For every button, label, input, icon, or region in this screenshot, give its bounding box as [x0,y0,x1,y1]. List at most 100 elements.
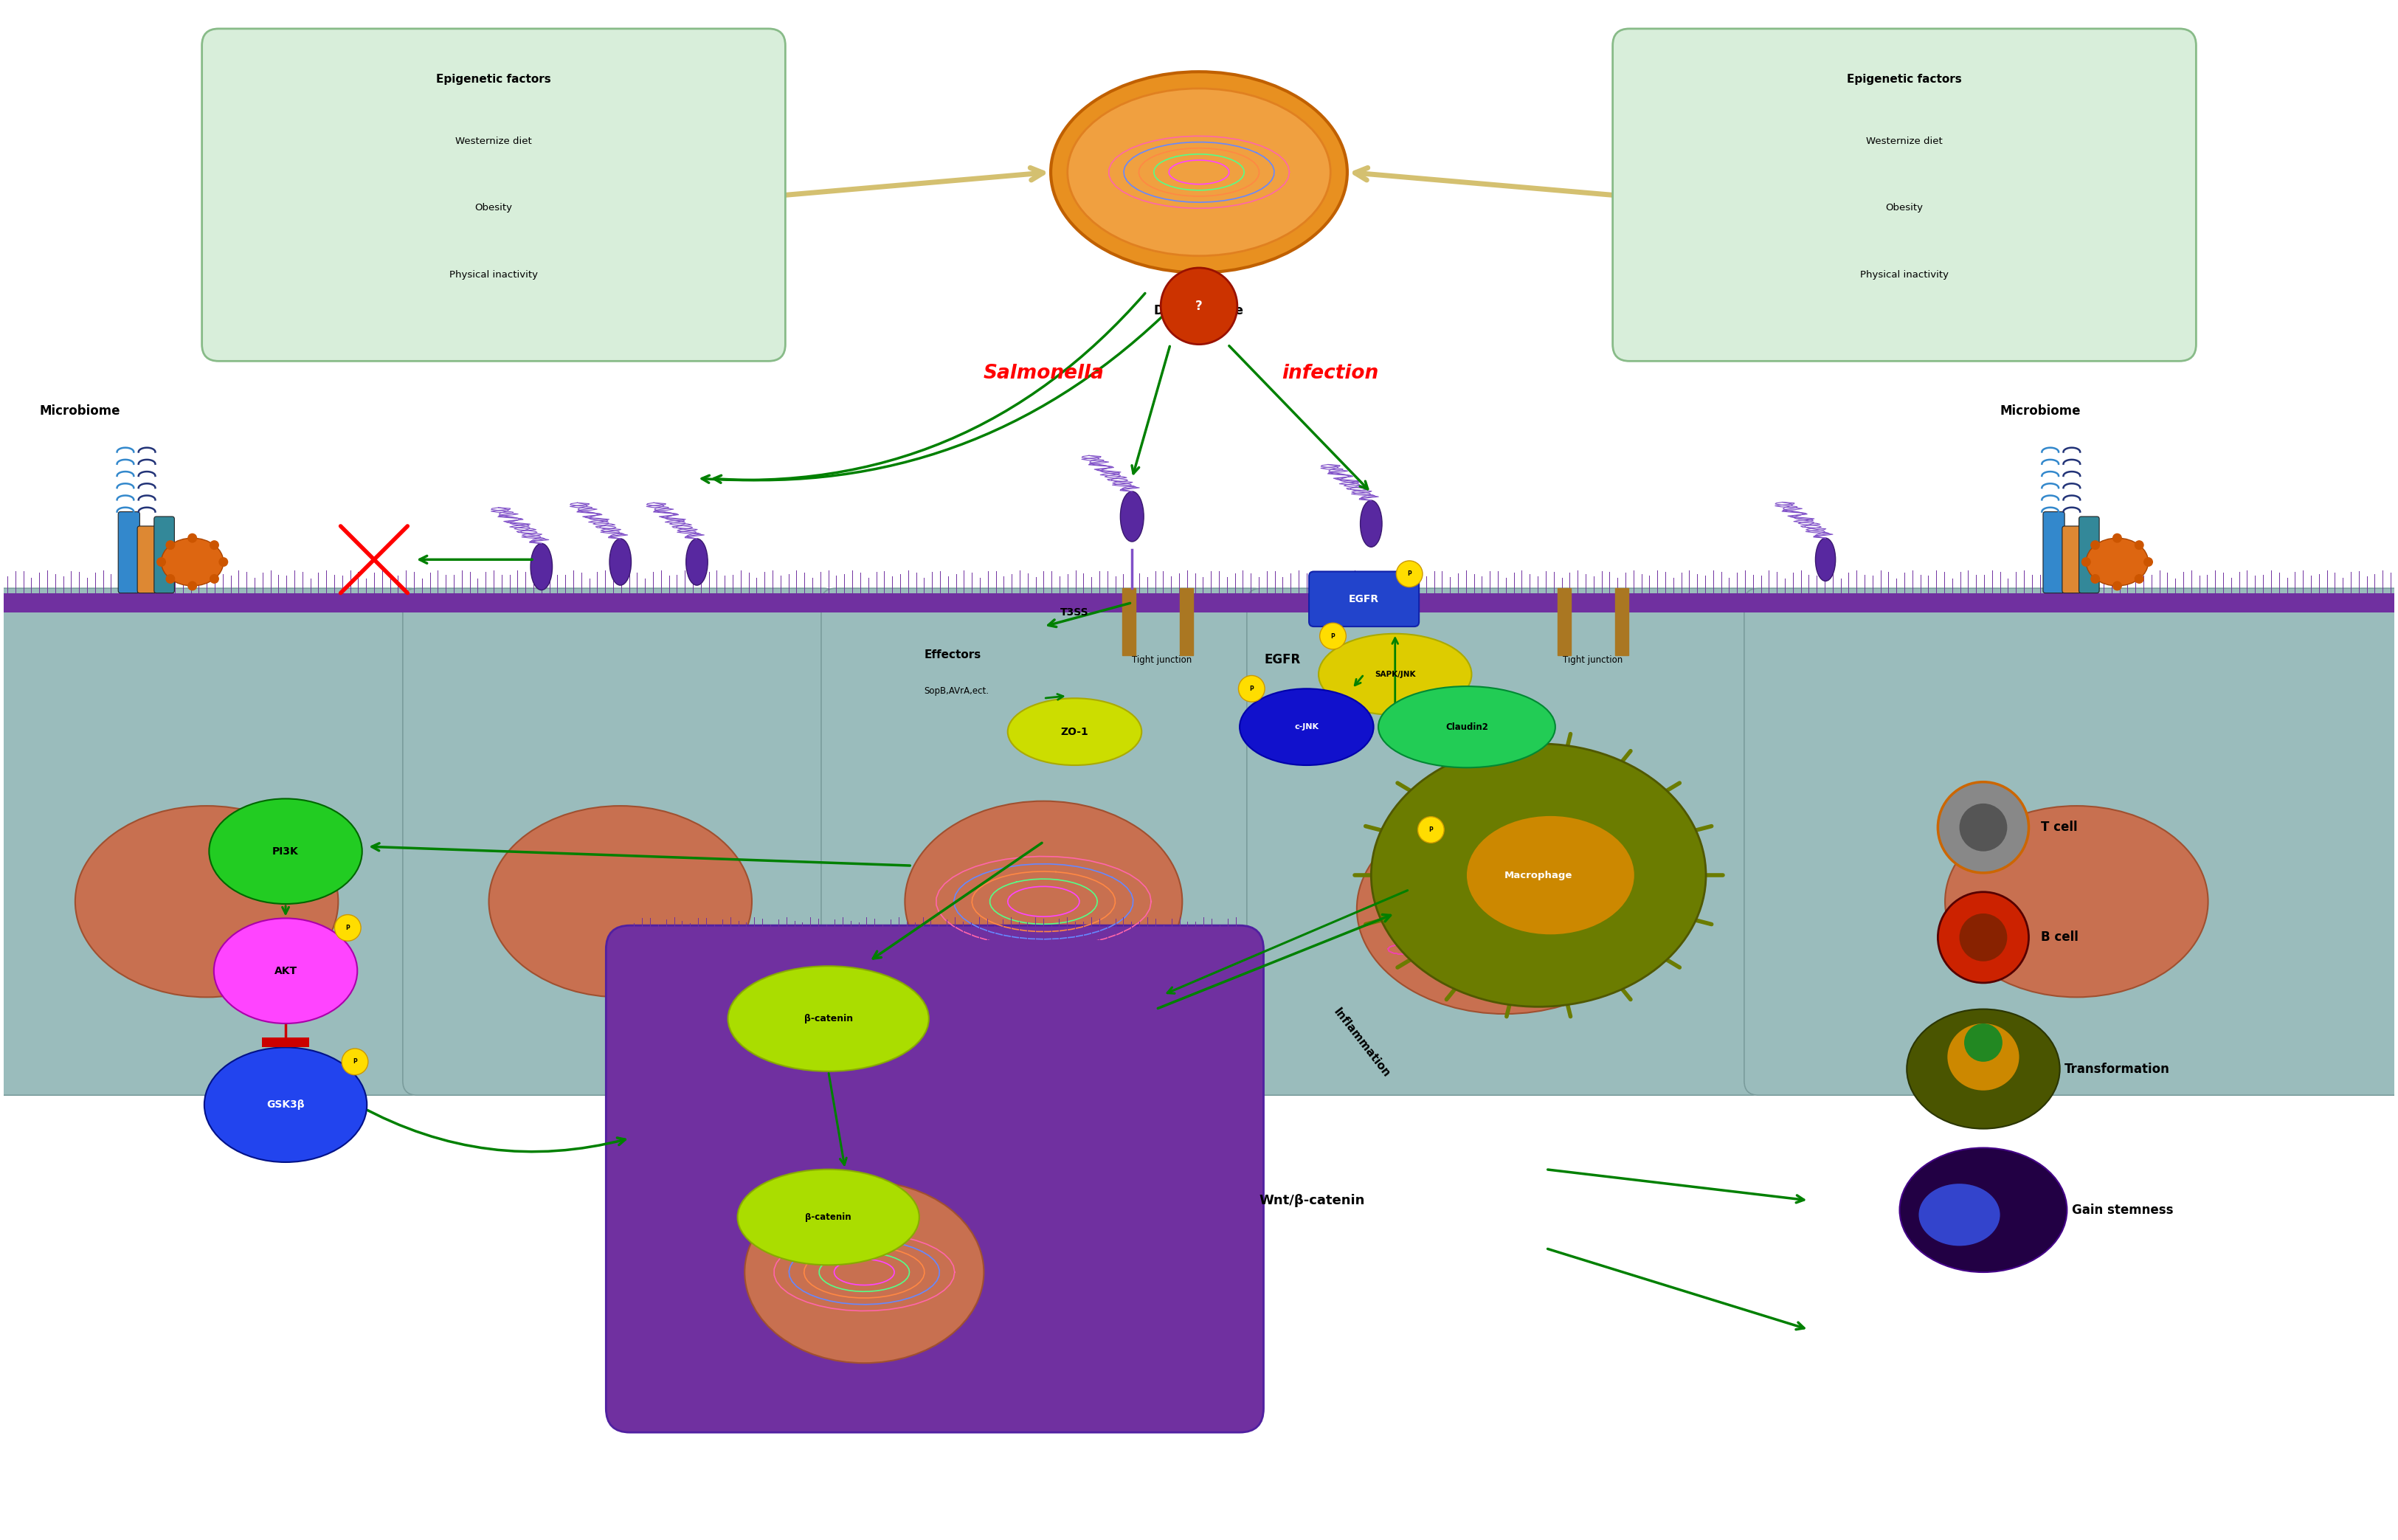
Text: Obesity: Obesity [1885,203,1923,213]
Circle shape [1319,624,1345,650]
Ellipse shape [1360,500,1381,547]
Circle shape [2091,541,2101,550]
Text: β-catenin: β-catenin [803,1013,854,1024]
FancyBboxPatch shape [2079,516,2098,593]
Ellipse shape [1938,782,2029,873]
Text: Tight junction: Tight junction [1132,654,1192,665]
Ellipse shape [213,918,357,1024]
Ellipse shape [1947,1024,2019,1090]
Ellipse shape [1357,804,1652,1013]
FancyBboxPatch shape [137,527,156,593]
Text: c-JNK: c-JNK [1295,724,1319,730]
Ellipse shape [489,805,753,998]
Text: Westernize diet: Westernize diet [456,137,532,146]
Bar [2,593,2396,613]
Text: B cell: B cell [2041,930,2079,944]
FancyBboxPatch shape [153,516,175,593]
Text: P: P [1249,685,1254,691]
Text: P: P [345,924,350,932]
Circle shape [1237,676,1264,702]
Ellipse shape [1468,816,1633,935]
Ellipse shape [1959,913,2007,961]
Circle shape [187,533,197,542]
Ellipse shape [161,537,223,585]
Text: Epigenetic factors: Epigenetic factors [1846,74,1962,85]
Text: T cell: T cell [2041,821,2077,835]
Text: T3SS: T3SS [1060,607,1089,618]
Text: P: P [1331,633,1336,639]
Circle shape [2113,581,2122,591]
Text: Epigenetic factors: Epigenetic factors [436,74,552,85]
Text: Obesity: Obesity [475,203,513,213]
Circle shape [218,557,228,567]
Ellipse shape [2086,537,2149,585]
Text: Effectors: Effectors [923,650,981,661]
Text: EGFR: EGFR [1264,653,1300,667]
Circle shape [2081,557,2091,567]
Ellipse shape [1379,687,1556,767]
Ellipse shape [1007,698,1141,765]
Ellipse shape [1945,805,2209,998]
Bar [1559,588,1571,654]
Bar [261,1038,309,1047]
Circle shape [165,541,175,550]
FancyBboxPatch shape [820,588,1269,1095]
Text: Claudin2: Claudin2 [1446,722,1489,732]
Text: Salmonella: Salmonella [983,363,1103,382]
Ellipse shape [1959,804,2007,852]
Circle shape [156,557,165,567]
Text: Westernize diet: Westernize diet [1866,137,1942,146]
FancyBboxPatch shape [1247,588,1765,1095]
Text: Physical inactivity: Physical inactivity [1861,270,1950,280]
Text: ZO-1: ZO-1 [1060,727,1089,738]
Circle shape [1161,268,1237,345]
Ellipse shape [1938,892,2029,983]
Ellipse shape [74,805,338,998]
Bar [631,939,1240,959]
Text: β-catenin: β-catenin [806,1212,851,1221]
Text: P: P [1429,827,1434,833]
Bar [1180,588,1194,654]
Ellipse shape [204,1047,367,1163]
Text: DNA damage: DNA damage [1153,303,1245,317]
Bar [1616,588,1628,654]
Text: Inflammation: Inflammation [1331,1006,1391,1080]
Ellipse shape [1815,537,1834,581]
FancyBboxPatch shape [2043,511,2065,593]
Circle shape [343,1049,367,1075]
Text: P: P [353,1058,357,1066]
Circle shape [336,915,362,941]
Ellipse shape [746,1181,983,1363]
Ellipse shape [1899,1147,2067,1272]
Ellipse shape [609,539,631,585]
Text: Microbiome: Microbiome [2000,405,2081,417]
Ellipse shape [729,966,928,1072]
Text: Transformation: Transformation [2065,1063,2170,1075]
FancyBboxPatch shape [1309,571,1420,627]
Ellipse shape [209,799,362,904]
Ellipse shape [1067,88,1331,256]
Text: PI3K: PI3K [273,845,300,856]
Text: SopB,AVrA,ect.: SopB,AVrA,ect. [923,687,988,696]
Ellipse shape [1918,1184,2000,1246]
Text: Gain stemness: Gain stemness [2072,1203,2173,1217]
Circle shape [1964,1024,2002,1061]
Circle shape [2113,533,2122,542]
Ellipse shape [1906,1009,2060,1129]
Ellipse shape [739,1169,918,1264]
Circle shape [1396,561,1422,587]
Text: Microbiome: Microbiome [38,405,120,417]
Text: SAPK/JNK: SAPK/JNK [1374,670,1415,678]
Circle shape [2091,574,2101,584]
Circle shape [2134,574,2144,584]
Text: Macrophage: Macrophage [1504,870,1573,879]
Text: P: P [1408,571,1412,578]
FancyBboxPatch shape [607,926,1264,1432]
Circle shape [209,574,218,584]
Ellipse shape [1415,825,1597,930]
Ellipse shape [904,801,1182,1003]
Ellipse shape [530,544,552,590]
FancyBboxPatch shape [1743,588,2398,1095]
Ellipse shape [1372,744,1705,1007]
Circle shape [187,581,197,591]
